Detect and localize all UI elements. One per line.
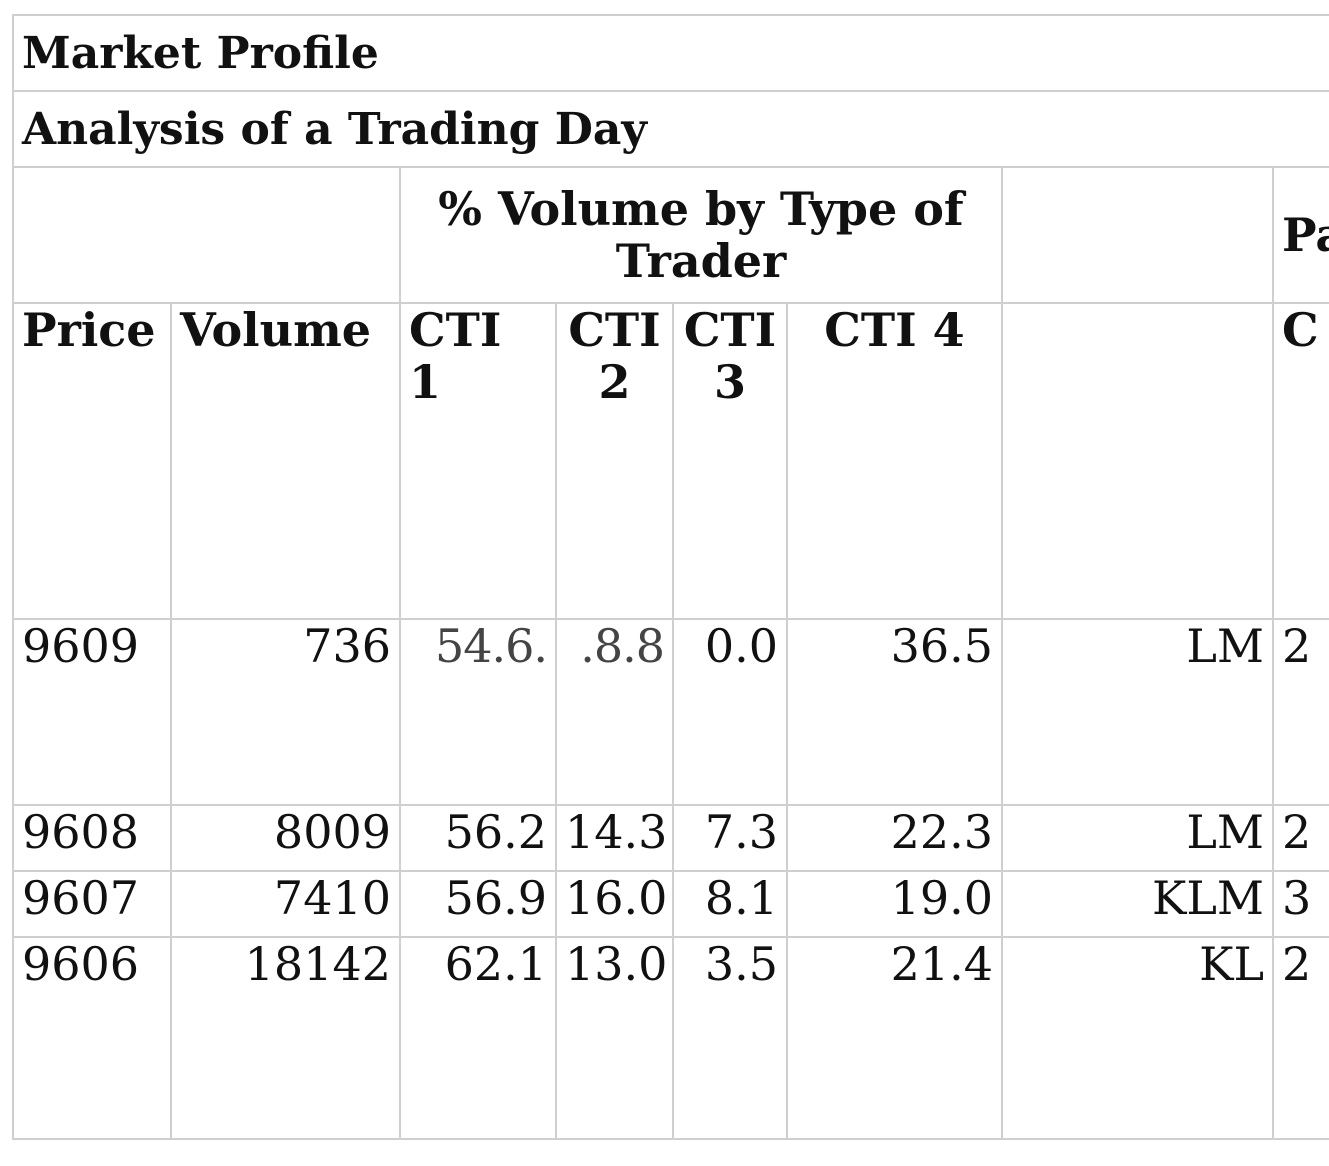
cell-code: KLM bbox=[1001, 870, 1274, 938]
title-row: Market Profile bbox=[11, 14, 1329, 92]
cell-cti4: 36.5 bbox=[786, 618, 1003, 806]
cell-clipped: 2 bbox=[1271, 936, 1329, 1140]
cell-cti4: 22.3 bbox=[786, 804, 1003, 872]
subtitle-row: Analysis of a Trading Day bbox=[11, 90, 1329, 168]
cell-clipped: 3 bbox=[1271, 870, 1329, 938]
cell-cti2: 14.3 bbox=[555, 804, 674, 872]
table-row: 9606 18142 62.1 13.0 3.5 21.4 KL 2 bbox=[12, 936, 1329, 1140]
cell-cti2: 13.0 bbox=[555, 936, 674, 1140]
cell-cti3: 8.1 bbox=[672, 870, 788, 938]
cell-volume: 18142 bbox=[170, 936, 401, 1140]
cell-cti3: 3.5 bbox=[672, 936, 788, 1140]
cell-cti1: 56.2 bbox=[399, 804, 557, 872]
cell-cti3: 7.3 bbox=[672, 804, 788, 872]
col-header-cti4: CTI 4 bbox=[786, 302, 1003, 620]
col-header-cti1: CTI 1 bbox=[399, 302, 557, 620]
cell-cti1: 62.1 bbox=[399, 936, 557, 1140]
cell-volume: 8009 bbox=[170, 804, 401, 872]
market-profile-table: Market Profile Analysis of a Trading Day… bbox=[11, 14, 1329, 1140]
col-header-cti2: CTI 2 bbox=[555, 302, 674, 620]
cell-cti3: 0.0 bbox=[672, 618, 788, 806]
cell-cti4: 19.0 bbox=[786, 870, 1003, 938]
cell-cti2: .8.8 bbox=[555, 618, 674, 806]
col-header-cti3: CTI 3 bbox=[672, 302, 788, 620]
cell-price: 9607 bbox=[12, 870, 172, 938]
col-header-code bbox=[1001, 302, 1274, 620]
group-header-clipped: Pa bbox=[1271, 166, 1329, 304]
table-row: 9607 7410 56.9 16.0 8.1 19.0 KLM 3 bbox=[12, 870, 1329, 938]
group-header-row: % Volume by Type of Trader Pa bbox=[12, 166, 1329, 304]
table-subtitle: Analysis of a Trading Day bbox=[11, 90, 1329, 168]
cell-cti1: 56.9 bbox=[399, 870, 557, 938]
cell-cti1: 54.6. bbox=[399, 618, 557, 806]
cell-price: 9606 bbox=[12, 936, 172, 1140]
cell-cti4: 21.4 bbox=[786, 936, 1003, 1140]
cell-price: 9609 bbox=[12, 618, 172, 806]
cell-cti2: 16.0 bbox=[555, 870, 674, 938]
cell-volume: 736 bbox=[170, 618, 401, 806]
cell-code: LM bbox=[1001, 804, 1274, 872]
cell-clipped: 2 bbox=[1271, 618, 1329, 806]
table-row: 9609 736 54.6. .8.8 0.0 36.5 LM 2 bbox=[12, 618, 1329, 806]
col-header-price: Price bbox=[12, 302, 172, 620]
cell-volume: 7410 bbox=[170, 870, 401, 938]
col-header-clipped: C bbox=[1271, 302, 1329, 620]
table-title: Market Profile bbox=[11, 14, 1329, 92]
column-header-row: Price Volume CTI 1 CTI 2 CTI 3 CTI 4 C bbox=[12, 302, 1329, 620]
cell-clipped: 2 bbox=[1271, 804, 1329, 872]
table-row: 9608 8009 56.2 14.3 7.3 22.3 LM 2 bbox=[12, 804, 1329, 872]
cell-code: LM bbox=[1001, 618, 1274, 806]
group-header-empty bbox=[12, 166, 401, 304]
cell-price: 9608 bbox=[12, 804, 172, 872]
group-header-volume-by-trader: % Volume by Type of Trader bbox=[399, 166, 1003, 304]
cell-code: KL bbox=[1001, 936, 1274, 1140]
group-header-empty-2 bbox=[1001, 166, 1274, 304]
col-header-volume: Volume bbox=[170, 302, 401, 620]
